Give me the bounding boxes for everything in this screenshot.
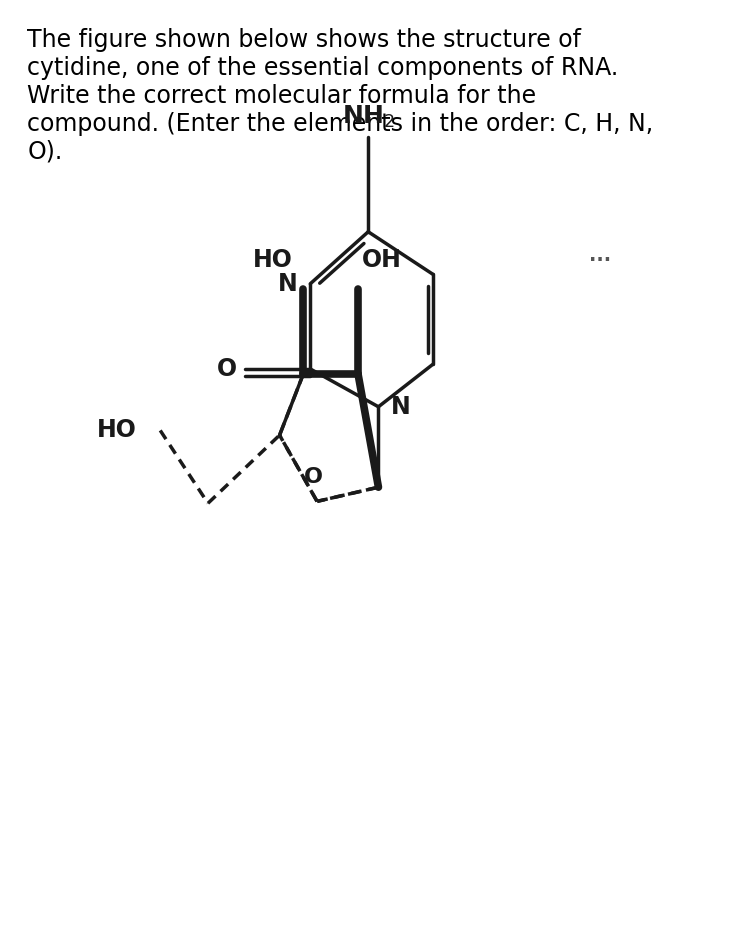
Text: N: N xyxy=(391,394,410,419)
Text: ...: ... xyxy=(589,246,611,265)
Text: HO: HO xyxy=(97,418,136,443)
Text: N: N xyxy=(278,272,298,296)
Text: The figure shown below shows the structure of
cytidine, one of the essential com: The figure shown below shows the structu… xyxy=(27,28,653,164)
Text: O: O xyxy=(304,467,323,487)
Text: OH: OH xyxy=(362,248,401,272)
Text: NH$_2$: NH$_2$ xyxy=(342,103,394,130)
Text: HO: HO xyxy=(254,248,293,272)
Text: O: O xyxy=(217,357,237,381)
